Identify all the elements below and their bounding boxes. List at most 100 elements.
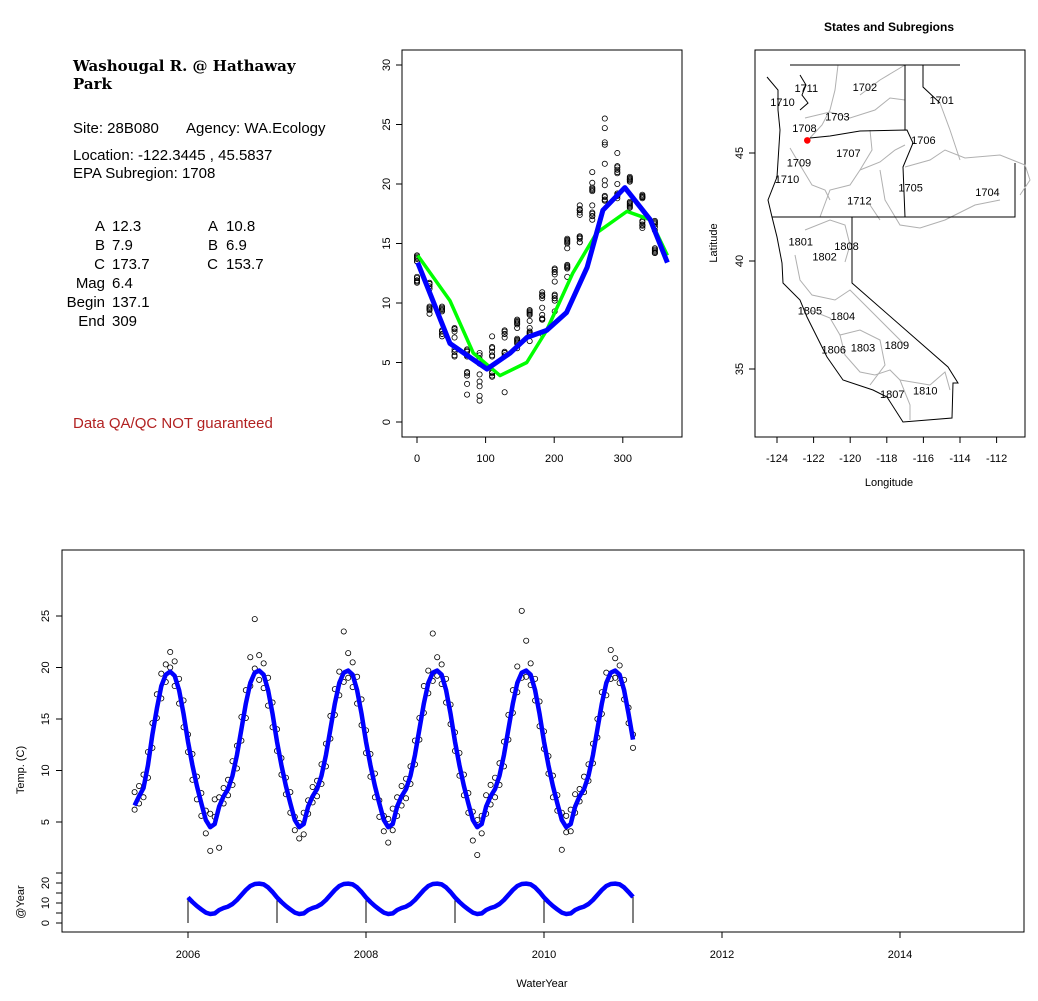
data-point	[345, 674, 352, 681]
data-point	[564, 264, 571, 271]
subregion-label: 1710	[770, 97, 794, 109]
data-point	[207, 847, 214, 854]
data-point	[380, 828, 387, 835]
data-point	[576, 207, 583, 214]
y-tick-label: 20	[381, 178, 393, 190]
data-point	[403, 795, 410, 802]
x-tick-label: 300	[614, 453, 632, 465]
data-point	[451, 353, 458, 360]
data-point	[438, 661, 445, 668]
subregion-label: 1810	[913, 386, 937, 398]
param-label: C	[94, 256, 105, 273]
subregion-label: 1703	[825, 111, 849, 123]
data-point	[564, 261, 571, 268]
data-point	[539, 289, 546, 296]
data-point	[296, 835, 303, 842]
subregion-label: 1801	[789, 237, 813, 249]
param-value: 6.9	[226, 237, 247, 254]
param-label: B	[208, 237, 218, 254]
data-point	[576, 234, 583, 241]
data-point	[527, 660, 534, 667]
data-point	[614, 180, 621, 187]
site-location-marker	[803, 137, 811, 144]
data-point	[464, 370, 471, 377]
data-point	[464, 372, 471, 379]
data-point	[501, 330, 508, 337]
data-point	[501, 334, 508, 341]
x-axis-label: WaterYear	[516, 978, 567, 990]
data-point	[260, 660, 267, 667]
data-point	[563, 812, 570, 819]
qa-disclaimer: Data QA/QC NOT guaranteed	[73, 415, 273, 432]
lower-y-axis-label: @Year	[15, 885, 27, 919]
data-point	[429, 630, 436, 637]
data-point	[551, 278, 558, 285]
data-point	[630, 744, 637, 751]
state-boundaries	[766, 64, 1016, 423]
data-point	[576, 202, 583, 209]
site-title-line1: Washougal R. @ Hathaway	[72, 57, 297, 75]
data-point	[526, 311, 533, 318]
lower-y-tick-label: 10	[40, 897, 52, 909]
param-label: A	[208, 218, 218, 235]
data-point	[576, 209, 583, 216]
data-point	[589, 213, 596, 220]
data-point	[639, 191, 646, 198]
data-point	[639, 225, 646, 232]
data-point	[551, 271, 558, 278]
y-tick-label: 5	[40, 819, 52, 825]
subregion-label: 1701	[929, 95, 953, 107]
data-point	[476, 371, 483, 378]
data-point	[551, 291, 558, 298]
data-point	[526, 324, 533, 331]
data-point	[601, 115, 608, 122]
data-point	[614, 164, 621, 171]
data-point	[614, 166, 621, 173]
data-point	[434, 654, 441, 661]
param-value: 12.3	[112, 218, 141, 235]
site-info-panel: Washougal R. @ Hathaway Park Site: 28B08…	[67, 57, 326, 432]
subregion-labels: 1711 1702 1701 1710 1703 1708 1706 1707 1709 1710…	[770, 82, 999, 401]
lon-tick-label: -118	[876, 453, 897, 465]
y-tick-label: 10	[40, 764, 52, 776]
param-value: 153.7	[226, 256, 264, 273]
data-point	[167, 649, 174, 656]
subregion-label: 1710	[775, 174, 799, 186]
map-title: States and Subregions	[824, 20, 954, 34]
param-label: A	[95, 218, 105, 235]
data-point	[207, 810, 214, 817]
data-point	[487, 781, 494, 788]
data-point	[426, 303, 433, 310]
data-point	[398, 782, 405, 789]
param-label: Mag	[76, 275, 105, 292]
data-point	[564, 235, 571, 242]
data-point	[340, 628, 347, 635]
data-point	[626, 178, 633, 185]
data-point	[131, 806, 138, 813]
data-point	[469, 837, 476, 844]
lon-tick-label: -116	[913, 453, 934, 465]
data-point	[626, 201, 633, 208]
subregion-map: States and Subregions	[708, 20, 1031, 489]
data-point	[425, 667, 432, 674]
data-point	[589, 202, 596, 209]
data-point	[589, 216, 596, 223]
data-point	[478, 830, 485, 837]
data-point	[564, 240, 571, 247]
x-tick-label: 2012	[710, 949, 734, 961]
data-point	[439, 305, 446, 312]
data-point	[251, 616, 258, 623]
data-point	[589, 169, 596, 176]
data-point	[476, 392, 483, 399]
data-point	[589, 186, 596, 193]
data-point	[601, 194, 608, 201]
param-label: Begin	[67, 294, 105, 311]
plot-frame	[401, 49, 683, 438]
data-point	[256, 676, 263, 683]
y-tick-label: 30	[381, 59, 393, 71]
subregion-label: 1806	[821, 345, 845, 357]
data-point	[576, 211, 583, 218]
data-point	[489, 345, 496, 352]
site-title-line2: Park	[73, 75, 112, 93]
data-point	[518, 607, 525, 614]
